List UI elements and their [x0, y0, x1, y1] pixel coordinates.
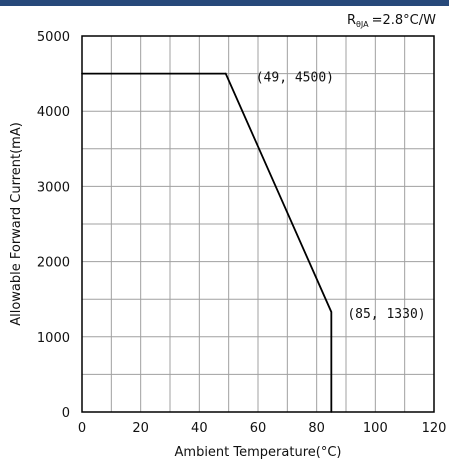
x-tick-label: 80	[308, 421, 325, 436]
y-axis-label: Allowable Forward Current(mA)	[9, 122, 24, 326]
x-tick-label: 0	[78, 421, 86, 436]
data-point	[330, 411, 333, 413]
y-tick-label: 3000	[37, 180, 70, 195]
thermal-resistance-value: =2.8°C/W	[372, 13, 437, 28]
plot-frame	[81, 35, 435, 413]
x-tick-label: 60	[250, 421, 267, 436]
x-axis-label: Ambient Temperature(°C)	[175, 445, 342, 460]
x-tick-label: 120	[422, 421, 447, 436]
thermal-resistance-subscript: θJA	[356, 20, 369, 29]
data-annotation: (49, 4500)	[256, 71, 334, 86]
y-tick-label: 1000	[37, 331, 70, 346]
annotations: (49, 4500) (85, 1330)	[256, 71, 426, 322]
data-point	[330, 311, 333, 313]
y-tick-label: 5000	[37, 30, 70, 45]
y-tick-label: 2000	[37, 256, 70, 271]
x-tick-label: 20	[132, 421, 149, 436]
data-point	[81, 72, 83, 75]
x-tick-labels: 0 20 40 60 80 100 120	[78, 421, 447, 436]
x-tick-label: 100	[363, 421, 388, 436]
grid-lines	[82, 36, 434, 412]
series-line	[82, 72, 333, 412]
y-tick-label: 4000	[37, 105, 70, 120]
y-tick-labels: 0 1000 2000 3000 4000 5000	[37, 30, 70, 421]
y-tick-label: 0	[62, 406, 70, 421]
top-bar	[0, 0, 449, 6]
thermal-resistance-label: RθJA =2.8°C/W	[347, 13, 436, 29]
data-point	[224, 72, 227, 75]
x-tick-label: 40	[191, 421, 208, 436]
data-annotation: (85, 1330)	[347, 307, 425, 322]
data-points	[81, 72, 333, 413]
thermal-resistance-symbol: R	[347, 13, 356, 28]
